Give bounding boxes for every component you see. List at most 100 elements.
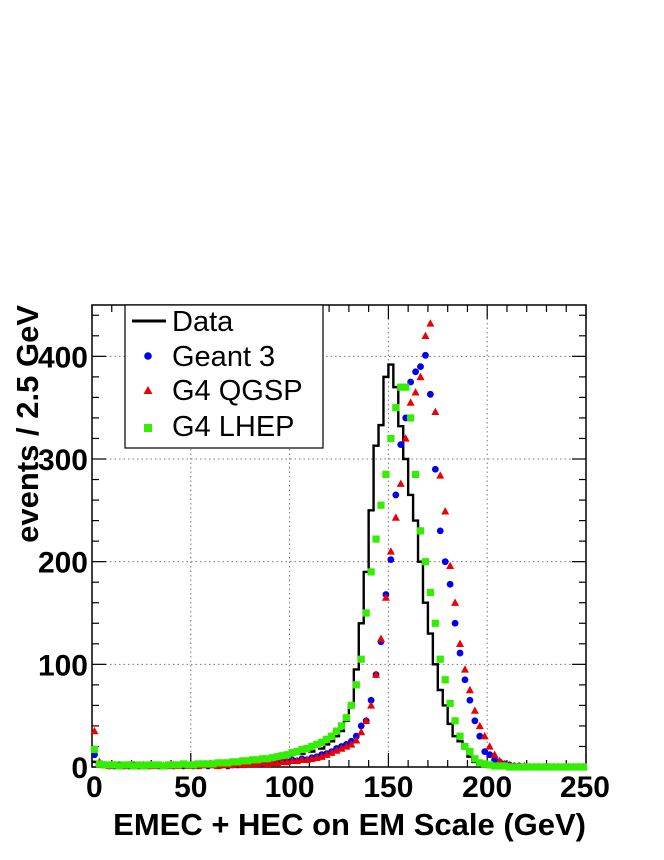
g4-qgsp-point [421, 331, 430, 339]
g4-lhep-point [495, 762, 504, 770]
g4-qgsp-point [391, 513, 400, 521]
g4-lhep-point [278, 752, 286, 760]
g4-lhep-point [174, 761, 183, 769]
g4-lhep-point [362, 609, 370, 617]
g4-lhep-point [372, 535, 380, 543]
y-tick-label: 400 [38, 341, 88, 374]
g4-qgsp-point [480, 732, 489, 740]
g4-lhep-point [125, 761, 133, 769]
g4-lhep-point [229, 758, 237, 766]
g4-lhep-point [525, 763, 533, 771]
g4-lhep-point [382, 470, 390, 478]
g4-lhep-point [332, 727, 341, 735]
g4-lhep-point [510, 763, 518, 771]
x-tick-label: 200 [462, 771, 512, 804]
geant3-point [426, 390, 434, 398]
x-axis-title: EMEC + HEC on EM Scale (GeV) [113, 807, 586, 842]
g4-qgsp-point [258, 758, 267, 767]
geant3-point [412, 368, 419, 376]
geant3-point [436, 527, 444, 535]
g4-lhep-point [456, 732, 464, 740]
g4-lhep-point [313, 740, 321, 749]
x-tick-label: 50 [174, 771, 207, 804]
legend: Data Geant 3 G4 QGSP G4 LHEP [124, 304, 324, 449]
g4-qgsp-point [470, 706, 479, 714]
g4-qgsp-point [352, 736, 361, 744]
g4-lhep-point [253, 756, 262, 764]
g4-qgsp-point [376, 634, 385, 642]
g4-lhep-point [416, 527, 425, 535]
g4-lhep-point [357, 655, 365, 663]
g4-lhep-point [258, 755, 267, 763]
g4-lhep-point [115, 762, 123, 770]
geant3-point [476, 732, 484, 740]
g4-lhep-point [130, 762, 138, 770]
g4-lhep-point [397, 383, 405, 391]
g4-lhep-point [248, 756, 257, 764]
g4-lhep-point [377, 501, 385, 509]
g4-lhep-point [446, 699, 454, 707]
geant3-point [422, 351, 429, 359]
g4-lhep-point [352, 681, 360, 689]
g4-lhep-point [214, 759, 222, 767]
y-tick-label: 200 [38, 547, 88, 580]
g4-lhep-point [520, 763, 528, 771]
g4-lhep-point [555, 763, 563, 771]
g4-qgsp-point [436, 471, 445, 479]
geant3-point [456, 649, 464, 657]
g4-lhep-point [160, 762, 168, 770]
g4-lhep-point [530, 763, 538, 771]
geant3-point [461, 676, 469, 684]
series-3 [90, 383, 588, 771]
legend-box [124, 304, 324, 449]
g4-qgsp-point [416, 372, 425, 381]
g4-lhep-point [436, 655, 444, 663]
legend-label-g4-lhep: G4 LHEP [172, 411, 295, 443]
g4-qgsp-point [411, 388, 420, 396]
g4-lhep-point [466, 748, 474, 756]
x-tick-label: 100 [265, 771, 315, 804]
g4-lhep-point [110, 761, 118, 769]
g4-lhep-point [105, 761, 113, 769]
g4-lhep-point [476, 759, 484, 767]
g4-lhep-point [169, 761, 178, 769]
x-tick-label: 150 [363, 771, 413, 804]
g4-qgsp-point [90, 726, 99, 735]
g4-lhep-point [150, 761, 158, 769]
geant3-point [417, 363, 424, 370]
g4-lhep-point [486, 761, 494, 769]
g4-lhep-point [471, 755, 479, 763]
g4-lhep-point [199, 760, 207, 768]
g4-qgsp-point [317, 752, 326, 760]
g4-lhep-point [234, 758, 242, 766]
g4-lhep-point [209, 760, 217, 768]
y-tick-label: 100 [38, 649, 88, 682]
g4-qgsp-point [347, 740, 356, 748]
geant3-point [397, 441, 405, 449]
g4-lhep-point [421, 558, 430, 566]
legend-label-geant3: Geant 3 [172, 341, 275, 373]
g4-lhep-point [426, 588, 434, 597]
g4-qgsp-point [367, 701, 376, 709]
g4-qgsp-point [490, 750, 499, 758]
g4-qgsp-point [396, 479, 405, 487]
g4-lhep-point [342, 714, 351, 722]
g4-lhep-point [155, 761, 163, 769]
g4-lhep-point [95, 760, 104, 768]
g4-qgsp-point [322, 750, 331, 758]
g4-lhep-point [441, 676, 449, 684]
g4-lhep-point [194, 760, 202, 768]
g4-lhep-point [263, 755, 271, 763]
y-tick-label: 300 [38, 444, 88, 477]
g4-lhep-point [574, 763, 583, 771]
g4-lhep-point [323, 735, 331, 743]
g4-lhep-point [491, 762, 499, 770]
geant3-point [431, 465, 439, 473]
legend-swatch-g4-lhep [144, 424, 152, 432]
legend-label-g4-qgsp: G4 QGSP [172, 375, 303, 407]
tick-labels: 0 50 100 150 200 250 0 100 200 300 400 [38, 341, 610, 804]
g4-lhep-point [90, 745, 99, 754]
g4-lhep-point [411, 470, 420, 478]
g4-lhep-point [268, 754, 276, 762]
g4-lhep-point [451, 717, 459, 725]
